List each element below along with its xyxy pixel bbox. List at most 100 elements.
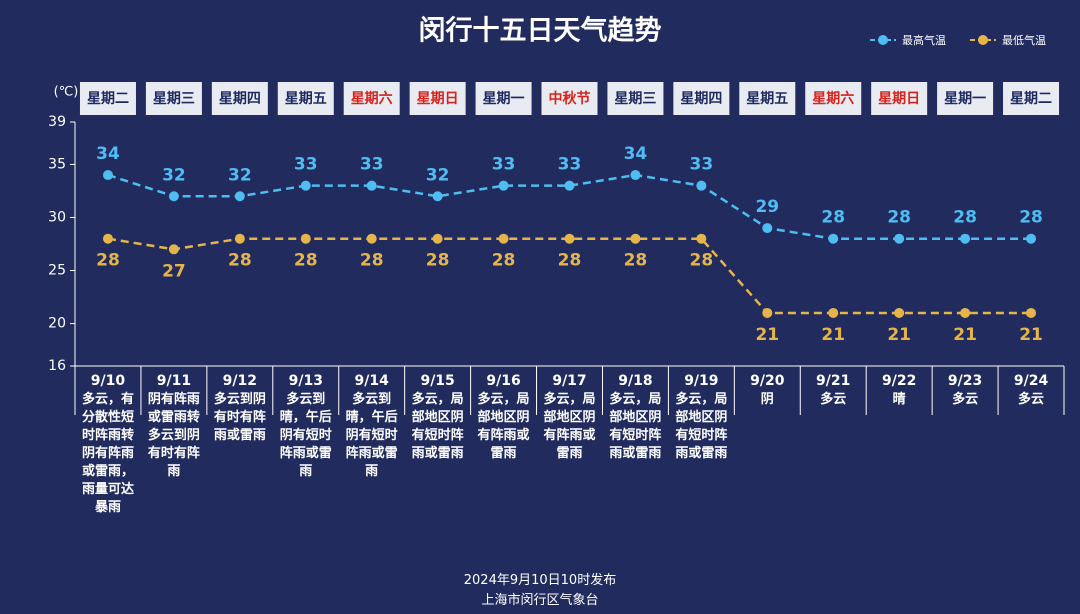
- x-tick-label: 9/15: [420, 373, 455, 389]
- data-point: [894, 233, 905, 244]
- data-point: [630, 170, 641, 181]
- data-point: [762, 223, 773, 234]
- data-point: [564, 233, 575, 244]
- data-point: [432, 233, 443, 244]
- data-point: [366, 180, 377, 191]
- weather-description: 晴: [892, 392, 906, 407]
- weekday-box: [1003, 82, 1060, 115]
- legend-marker: [978, 35, 988, 45]
- source-note: 2024年9月10日10时发布: [463, 573, 617, 588]
- weekday-label: 星期二: [1010, 91, 1052, 107]
- data-label: 28: [228, 251, 252, 271]
- weather-description: 多云: [820, 392, 847, 407]
- data-point: [828, 233, 839, 244]
- data-point: [300, 233, 311, 244]
- series-line: [107, 173, 1032, 240]
- data-label: 32: [228, 165, 252, 185]
- weather-description: 多云，局部地区阴有短时阵雨或雷雨: [609, 392, 662, 461]
- weekday-box: [871, 82, 928, 115]
- weekday-label: 中秋节: [549, 90, 591, 107]
- weather-description: 多云到晴，午后阴有短时阵雨或雷雨: [345, 392, 398, 479]
- weather-description: 多云，有分散性短时阵雨转阴有阵雨或雷雨，雨量可达暴雨: [81, 392, 134, 515]
- weather-description: 阴有阵雨或雷雨转多云到阴有时有阵雨: [147, 392, 200, 479]
- legend-label: 最高气温: [902, 33, 946, 47]
- weekday-label: 星期一: [483, 91, 525, 107]
- data-label: 33: [492, 155, 516, 175]
- x-tick-label: 9/18: [618, 373, 653, 389]
- weekday-label: 星期三: [153, 91, 195, 107]
- x-tick-label: 9/23: [947, 373, 983, 389]
- weekday-box: [145, 82, 202, 115]
- data-point: [168, 244, 179, 255]
- weekday-label: 星期一: [944, 91, 986, 107]
- y-tick-label: 30: [48, 209, 66, 225]
- x-tick-label: 9/12: [222, 373, 257, 389]
- weekday-label: 星期六: [351, 90, 393, 107]
- data-label: 33: [558, 155, 582, 175]
- weather-description: 多云，局部地区阴有短时阵雨或雷雨: [411, 392, 464, 461]
- x-tick-label: 9/10: [90, 373, 126, 389]
- data-label: 27: [162, 261, 186, 281]
- data-label: 21: [1019, 325, 1043, 345]
- weekday-label: 星期五: [285, 91, 327, 107]
- data-label: 33: [294, 155, 318, 175]
- y-tick-label: 35: [48, 156, 66, 172]
- weekday-box: [607, 82, 664, 115]
- data-point: [168, 191, 179, 202]
- data-label: 29: [755, 197, 779, 217]
- weekday-box: [79, 82, 136, 115]
- weekday-label: 星期日: [878, 91, 920, 107]
- data-label: 32: [162, 165, 186, 185]
- legend-marker: [878, 35, 888, 45]
- weather-description: 多云: [952, 392, 979, 407]
- data-point: [432, 191, 443, 202]
- data-point: [1026, 233, 1037, 244]
- weather-description: 多云到阴有时有阵雨或雷雨: [213, 392, 266, 443]
- data-point: [762, 307, 773, 318]
- data-label: 28: [1019, 208, 1043, 228]
- weather-description: 多云: [1018, 392, 1045, 407]
- y-tick-label: 39: [48, 114, 66, 130]
- x-tick-label: 9/24: [1013, 373, 1049, 389]
- data-point: [564, 180, 575, 191]
- x-tick-label: 9/17: [552, 373, 587, 389]
- weather-description: 多云，局部地区阴有阵雨或雷雨: [477, 392, 530, 461]
- data-point: [102, 233, 113, 244]
- weekday-label: 星期四: [680, 91, 722, 107]
- data-label: 28: [558, 251, 582, 271]
- data-label: 28: [953, 208, 977, 228]
- x-tick-label: 9/16: [486, 373, 521, 389]
- data-label: 28: [690, 251, 714, 271]
- data-label: 28: [96, 251, 120, 271]
- weekday-label: 星期三: [614, 91, 656, 107]
- data-point: [828, 307, 839, 318]
- data-label: 21: [887, 325, 911, 345]
- data-label: 28: [426, 251, 450, 271]
- data-label: 28: [294, 251, 318, 271]
- data-label: 28: [624, 251, 648, 271]
- y-tick-label: 16: [48, 358, 66, 374]
- weekday-box: [937, 82, 994, 115]
- weekday-box: [541, 82, 598, 115]
- x-tick-label: 9/21: [816, 373, 851, 389]
- weather-description: 阴: [760, 392, 774, 407]
- data-point: [102, 170, 113, 181]
- legend-label: 最低气温: [1002, 33, 1046, 47]
- data-point: [234, 191, 245, 202]
- x-tick-label: 9/13: [288, 373, 323, 389]
- data-label: 34: [96, 144, 120, 164]
- weekday-label: 星期二: [87, 91, 129, 107]
- x-tick-label: 9/20: [750, 373, 785, 389]
- weekday-label: 星期五: [746, 91, 788, 107]
- data-label: 28: [360, 251, 384, 271]
- weekday-box: [673, 82, 730, 115]
- chart-title: 闵行十五日天气趋势: [419, 15, 662, 47]
- x-tick-label: 9/22: [881, 373, 917, 389]
- weekday-label: 星期四: [219, 91, 261, 107]
- weekday-box: [739, 82, 796, 115]
- data-label: 21: [755, 325, 779, 345]
- data-label: 28: [492, 251, 516, 271]
- data-label: 32: [426, 165, 450, 185]
